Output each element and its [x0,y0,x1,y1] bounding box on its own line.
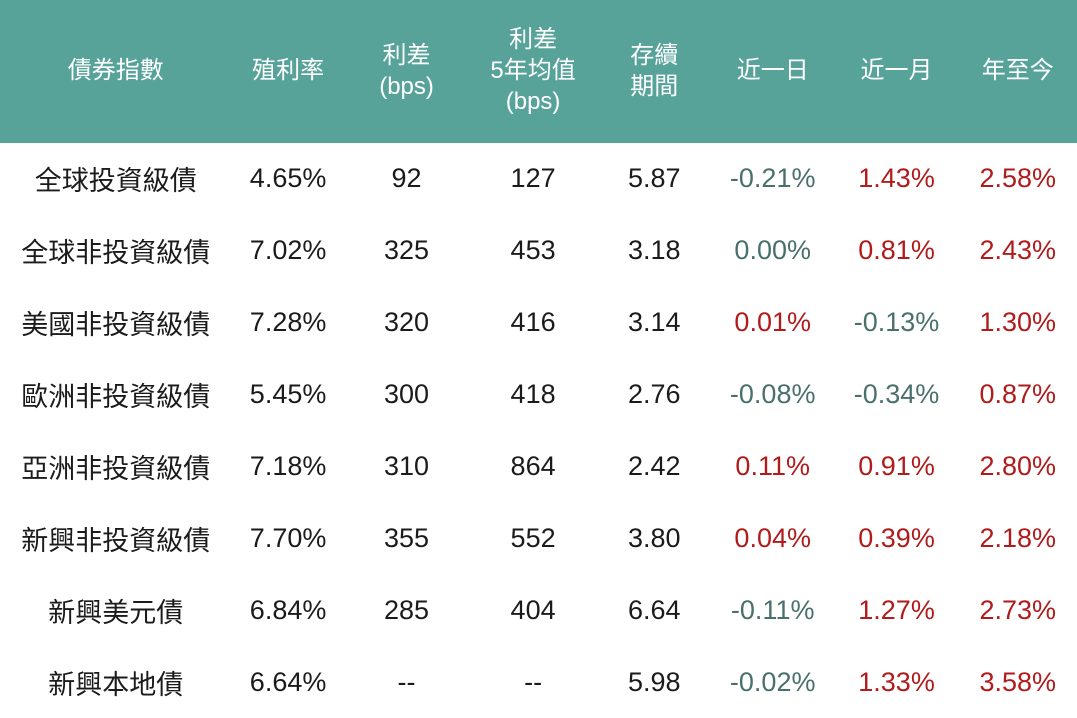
cell-chg_1d: 0.11% [710,430,835,503]
cell-name: 歐洲非投資級債 [0,358,232,431]
table-row: 新興美元債 6.84% 285 404 6.64 -0.11% 1.27% 2.73% [0,574,1077,647]
cell-name: 全球投資級債 [0,143,232,215]
cell-duration: 3.18 [597,214,711,287]
cell-yield: 6.64% [231,646,345,718]
cell-duration: 3.80 [597,502,711,575]
cell-name: 新興非投資級債 [0,502,232,575]
table-row: 亞洲非投資級債 7.18% 310 864 2.42 0.11% 0.91% 2.80% [0,430,1077,503]
cell-spread: 310 [344,430,469,503]
cell-yield: 7.28% [231,286,345,359]
cell-chg_1d: -0.02% [710,646,835,718]
column-header-chg_ytd: 年至今 [958,0,1077,143]
cell-name: 美國非投資級債 [0,286,232,359]
table-row: 新興本地債 6.64% -- -- 5.98 -0.02% 1.33% 3.58% [0,646,1077,718]
cell-spread: 320 [344,286,469,359]
cell-name: 全球非投資級債 [0,214,232,287]
table-row: 全球非投資級債 7.02% 325 453 3.18 0.00% 0.81% 2.43% [0,214,1077,287]
cell-spread_5y_avg: 453 [468,214,598,287]
column-header-chg_1m: 近一月 [834,0,959,143]
column-header-name: 債券指數 [0,0,232,143]
table-row: 新興非投資級債 7.70% 355 552 3.80 0.04% 0.39% 2.18% [0,502,1077,575]
column-header-yield: 殖利率 [231,0,345,143]
cell-chg_ytd: 3.58% [958,646,1077,718]
cell-name: 亞洲非投資級債 [0,430,232,503]
cell-chg_ytd: 2.18% [958,502,1077,575]
column-header-chg_1d: 近一日 [710,0,835,143]
cell-spread_5y_avg: 552 [468,502,598,575]
cell-chg_ytd: 2.43% [958,214,1077,287]
column-header-spread_5y_avg: 利差 5年均值 (bps) [468,0,598,143]
cell-chg_1m: -0.34% [834,358,959,431]
cell-chg_ytd: 2.80% [958,430,1077,503]
cell-spread: 325 [344,214,469,287]
cell-chg_1d: 0.00% [710,214,835,287]
cell-chg_1m: 0.39% [834,502,959,575]
cell-duration: 5.87 [597,143,711,215]
cell-yield: 6.84% [231,574,345,647]
cell-duration: 2.42 [597,430,711,503]
column-header-duration: 存續 期間 [597,0,711,143]
cell-yield: 5.45% [231,358,345,431]
table-row: 美國非投資級債 7.28% 320 416 3.14 0.01% -0.13% 1.30% [0,286,1077,359]
cell-chg_1d: -0.08% [710,358,835,431]
cell-chg_1d: 0.04% [710,502,835,575]
cell-duration: 6.64 [597,574,711,647]
cell-spread_5y_avg: 404 [468,574,598,647]
cell-spread: 92 [344,143,469,215]
cell-yield: 4.65% [231,143,345,215]
cell-chg_1d: -0.21% [710,143,835,215]
header-row: 債券指數 殖利率 利差 (bps) 利差 5年均值 (bps) 存續 期間 近一日 近一月年… [0,0,1077,143]
table-header: 債券指數 殖利率 利差 (bps) 利差 5年均值 (bps) 存續 期間 近一日 近一月年… [0,0,1077,143]
cell-chg_ytd: 2.58% [958,143,1077,215]
cell-name: 新興本地債 [0,646,232,718]
column-header-spread: 利差 (bps) [344,0,469,143]
cell-name: 新興美元債 [0,574,232,647]
cell-spread_5y_avg: -- [468,646,598,718]
cell-duration: 3.14 [597,286,711,359]
cell-chg_1m: 1.27% [834,574,959,647]
cell-spread_5y_avg: 127 [468,143,598,215]
cell-spread: 300 [344,358,469,431]
cell-chg_1d: -0.11% [710,574,835,647]
cell-chg_ytd: 0.87% [958,358,1077,431]
cell-chg_1m: 1.33% [834,646,959,718]
cell-spread_5y_avg: 416 [468,286,598,359]
cell-chg_1d: 0.01% [710,286,835,359]
cell-chg_ytd: 2.73% [958,574,1077,647]
table-row: 全球投資級債 4.65% 92 127 5.87 -0.21% 1.43% 2.58% [0,143,1077,215]
cell-yield: 7.18% [231,430,345,503]
cell-yield: 7.70% [231,502,345,575]
cell-spread: 285 [344,574,469,647]
table-row: 歐洲非投資級債 5.45% 300 418 2.76 -0.08% -0.34% 0.87% [0,358,1077,431]
cell-chg_1m: 0.81% [834,214,959,287]
cell-chg_ytd: 1.30% [958,286,1077,359]
cell-spread: 355 [344,502,469,575]
cell-duration: 2.76 [597,358,711,431]
cell-spread_5y_avg: 418 [468,358,598,431]
cell-yield: 7.02% [231,214,345,287]
cell-spread_5y_avg: 864 [468,430,598,503]
cell-spread: -- [344,646,469,718]
table-body: 全球投資級債 4.65% 92 127 5.87 -0.21% 1.43% 2.58% 全球非投… [0,143,1077,718]
cell-chg_1m: -0.13% [834,286,959,359]
cell-chg_1m: 1.43% [834,143,959,215]
cell-chg_1m: 0.91% [834,430,959,503]
cell-duration: 5.98 [597,646,711,718]
